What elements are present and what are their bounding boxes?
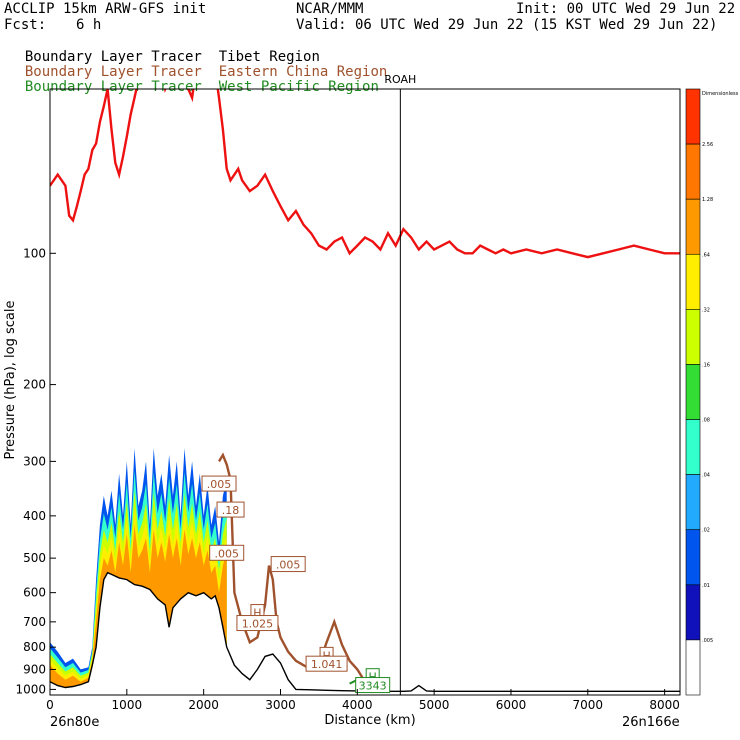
fcst-label: Fcst: bbox=[4, 17, 47, 33]
x-tick-label-7000: 7000 bbox=[573, 698, 604, 712]
east-china-label-1: H bbox=[253, 607, 261, 620]
east-china-label-2: 1.025 bbox=[242, 618, 274, 631]
x-tick-label-4000: 4000 bbox=[342, 698, 373, 712]
legend-west-pacific-region: West Pacific Region bbox=[218, 79, 379, 95]
x-tick-label-6000: 6000 bbox=[496, 698, 527, 712]
plot-frame bbox=[49, 88, 681, 696]
east-china-label-0-box bbox=[209, 544, 245, 561]
colorbar-swatch-10 bbox=[685, 639, 701, 696]
x-axis-title: Distance (km) bbox=[324, 713, 415, 728]
x-tick-label-3000: 3000 bbox=[265, 698, 296, 712]
colorbar-level-4: .32 bbox=[702, 307, 710, 313]
colorbar: Dimensionless 2.56 1.28 .64 .32 .16 .08 .04 .02.… bbox=[685, 88, 739, 696]
east-china-label-6-box bbox=[216, 501, 245, 518]
legend-east-china-name: Boundary Layer Tracer bbox=[24, 64, 202, 80]
start-location-label: 26n80e bbox=[50, 715, 99, 730]
legend-west-pacific: Boundary Layer Tracer West Pacific Regio… bbox=[8, 65, 379, 95]
tropopause-line bbox=[50, 89, 680, 259]
y-tick-label-100: 100 bbox=[23, 246, 46, 260]
roah-marker-label: ROAH bbox=[384, 73, 416, 86]
colorbar-level-7: .04 bbox=[702, 473, 710, 479]
colorbar-level-9: .01 bbox=[702, 583, 710, 589]
y-axis-title: Pressure (hPa), log scale bbox=[3, 301, 18, 460]
colorbar-swatch-0 bbox=[685, 88, 701, 145]
end-location-label: 26n166e bbox=[622, 715, 680, 730]
east-china-label-6: .18 bbox=[222, 504, 240, 517]
x-tick-label-0: 0 bbox=[46, 698, 54, 712]
east-china-tracer-contour bbox=[217, 452, 367, 683]
legend-tibet-region: Tibet Region bbox=[218, 49, 320, 65]
colorbar-level-8: .02 bbox=[702, 528, 710, 534]
colorbar-swatch-8 bbox=[685, 529, 701, 586]
legend-tibet-name: Boundary Layer Tracer bbox=[24, 49, 202, 65]
y-tick-label-400: 400 bbox=[23, 509, 46, 523]
x-tick-label-5000: 5000 bbox=[419, 698, 450, 712]
west-pacific-label-1-box bbox=[355, 677, 391, 694]
colorbar-swatch-9 bbox=[685, 584, 701, 641]
legend-east-china-region: Eastern China Region bbox=[218, 64, 388, 80]
colorbar-swatch-2 bbox=[685, 198, 701, 255]
colorbar-swatch-5 bbox=[685, 364, 701, 420]
y-tick-label-200: 200 bbox=[23, 378, 46, 392]
legend-tibet: Boundary Layer Tracer Tibet Region bbox=[8, 35, 320, 65]
west-pacific-label-1: 3343 bbox=[359, 680, 387, 693]
east-china-label-7: .005 bbox=[207, 478, 232, 491]
colorbar-level-3: .64 bbox=[702, 252, 710, 258]
fcst-value: 6 h bbox=[76, 17, 102, 33]
colorbar-level-10: .005 bbox=[702, 638, 713, 644]
colorbar-level-6: .08 bbox=[702, 418, 710, 424]
east-china-label-4-box bbox=[305, 655, 348, 672]
org-label: NCAR/MMM bbox=[296, 1, 364, 17]
y-tick-label-1000: 1000 bbox=[15, 682, 46, 696]
east-china-label-5-box bbox=[270, 556, 306, 573]
legend-west-pacific-name: Boundary Layer Tracer bbox=[24, 79, 202, 95]
colorbar-level-1: 2.56 bbox=[702, 142, 713, 148]
colorbar-swatch-1 bbox=[685, 143, 701, 200]
valid-time: Valid: 06 UTC Wed 29 Jun 22 (15 KST Wed … bbox=[296, 17, 718, 33]
colorbar-level-0: Dimensionless bbox=[702, 91, 739, 97]
legend-east-china: Boundary Layer Tracer Eastern China Regi… bbox=[8, 50, 387, 80]
colorbar-swatch-7 bbox=[685, 474, 701, 531]
colorbar-swatch-3 bbox=[685, 253, 701, 310]
y-tick-label-800: 800 bbox=[23, 640, 46, 654]
y-tick-label-700: 700 bbox=[23, 615, 46, 629]
x-tick-label-2000: 2000 bbox=[188, 698, 219, 712]
model-title: ACCLIP 15km ARW-GFS init bbox=[4, 1, 207, 17]
y-tick-label-300: 300 bbox=[23, 454, 46, 468]
x-tick-label-1000: 1000 bbox=[112, 698, 143, 712]
terrain-line bbox=[50, 571, 680, 692]
y-tick-label-900: 900 bbox=[23, 662, 46, 676]
east-china-label-4: 1.041 bbox=[311, 658, 343, 671]
east-china-label-2-box bbox=[236, 615, 279, 632]
east-china-label-0: .005 bbox=[214, 547, 239, 560]
east-china-label-5: .005 bbox=[276, 559, 301, 572]
east-china-label-7-box bbox=[201, 475, 237, 492]
x-tick-label-8000: 8000 bbox=[649, 698, 680, 712]
colorbar-level-5: .16 bbox=[702, 362, 710, 368]
colorbar-swatch-6 bbox=[685, 419, 701, 475]
terrain-mask bbox=[50, 572, 680, 695]
y-tick-label-600: 600 bbox=[23, 586, 46, 600]
colorbar-swatch-4 bbox=[685, 309, 701, 365]
init-time: Init: 00 UTC Wed 29 Jun 22 bbox=[516, 1, 736, 17]
y-tick-label-500: 500 bbox=[23, 551, 46, 565]
colorbar-level-2: 1.28 bbox=[702, 197, 713, 203]
